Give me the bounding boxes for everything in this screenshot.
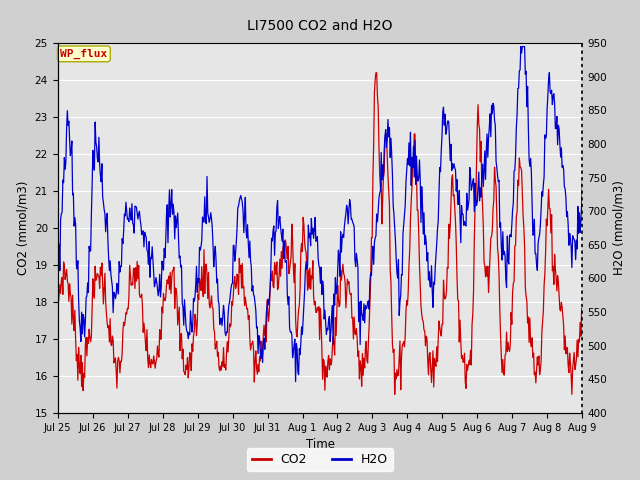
Legend: CO2, H2O: CO2, H2O [247, 448, 393, 471]
Text: LI7500 CO2 and H2O: LI7500 CO2 and H2O [247, 19, 393, 33]
Text: WP_flux: WP_flux [60, 49, 108, 59]
X-axis label: Time: Time [305, 438, 335, 451]
Y-axis label: CO2 (mmol/m3): CO2 (mmol/m3) [16, 181, 29, 275]
Y-axis label: H2O (mmol/m3): H2O (mmol/m3) [612, 180, 625, 276]
